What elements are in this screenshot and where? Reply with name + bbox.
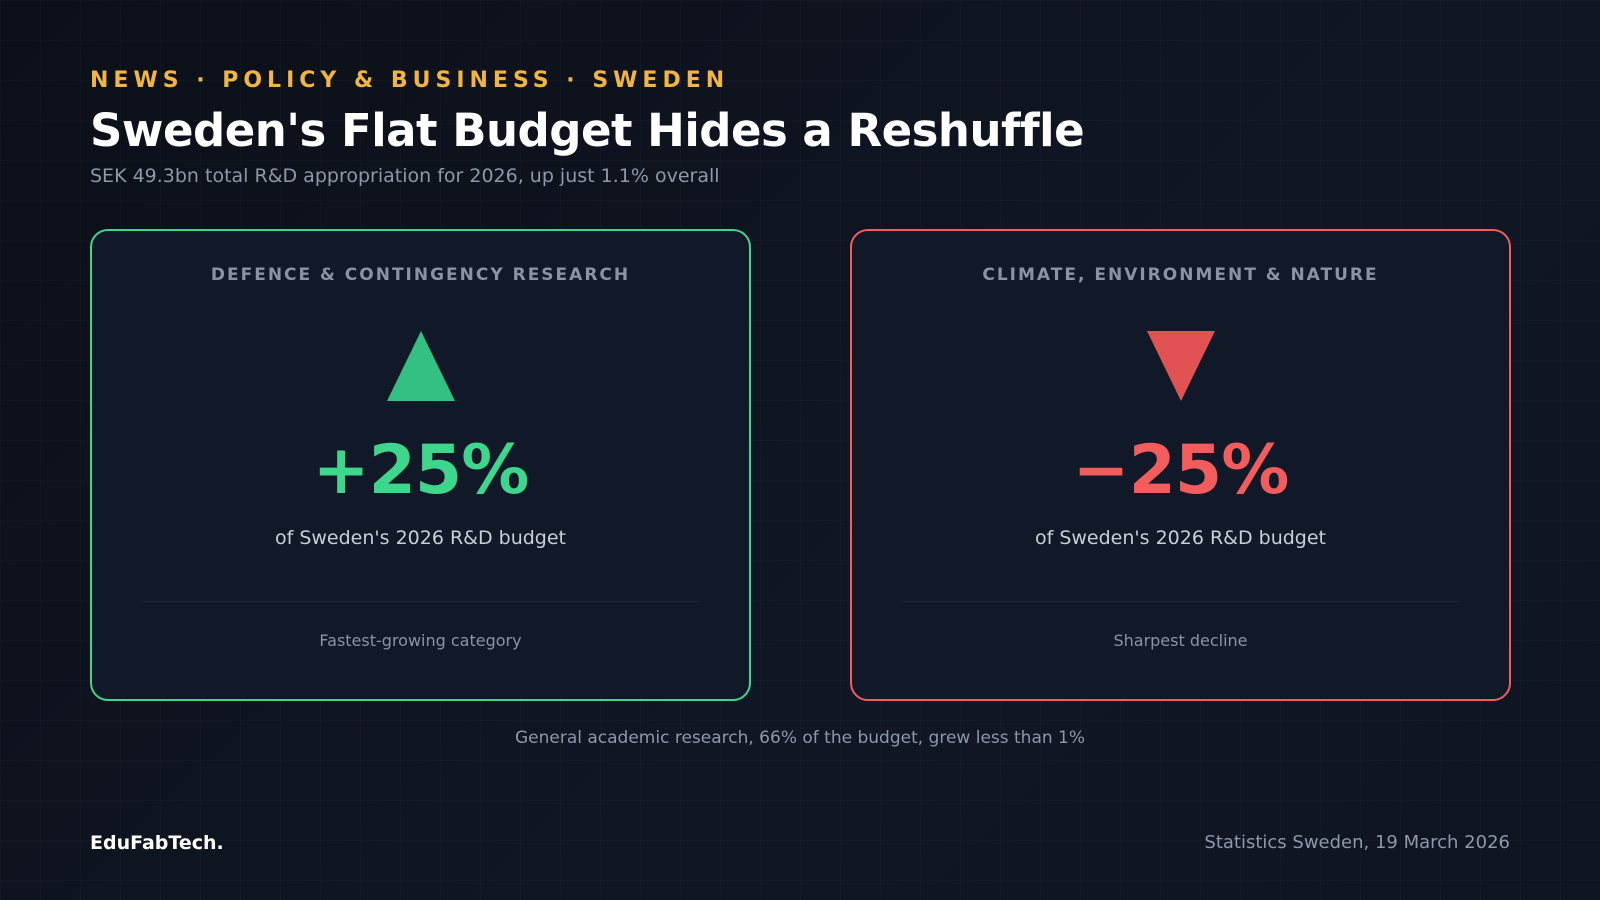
- defence-card: DEFENCE & CONTINGENCY RESEARCH +25% of S…: [90, 229, 751, 701]
- change-description: of Sweden's 2026 R&D budget: [274, 527, 567, 549]
- source-credit: Statistics Sweden, 19 March 2026: [1204, 832, 1510, 853]
- climate-card: CLIMATE, ENVIRONMENT & NATURE −25% of Sw…: [850, 229, 1511, 701]
- card-note: Fastest-growing category: [319, 631, 522, 650]
- headline: Sweden's Flat Budget Hides a Reshuffle: [90, 104, 1085, 157]
- triangle-up-icon: [386, 331, 455, 401]
- change-description: of Sweden's 2026 R&D budget: [1034, 527, 1327, 549]
- change-value: +25%: [312, 431, 530, 510]
- divider: [142, 601, 699, 602]
- brand-logo: EduFabTech.: [90, 832, 224, 854]
- triangle-down-icon: [1146, 331, 1215, 401]
- change-value: −25%: [1072, 431, 1290, 510]
- card-note: Sharpest decline: [1113, 631, 1248, 650]
- divider: [902, 601, 1459, 602]
- subheadline: SEK 49.3bn total R&D appropriation for 2…: [90, 165, 720, 187]
- footnote: General academic research, 66% of the bu…: [514, 728, 1086, 748]
- card-title: CLIMATE, ENVIRONMENT & NATURE: [982, 265, 1379, 285]
- card-title: DEFENCE & CONTINGENCY RESEARCH: [210, 265, 631, 285]
- kicker: NEWS · POLICY & BUSINESS · SWEDEN: [90, 68, 730, 93]
